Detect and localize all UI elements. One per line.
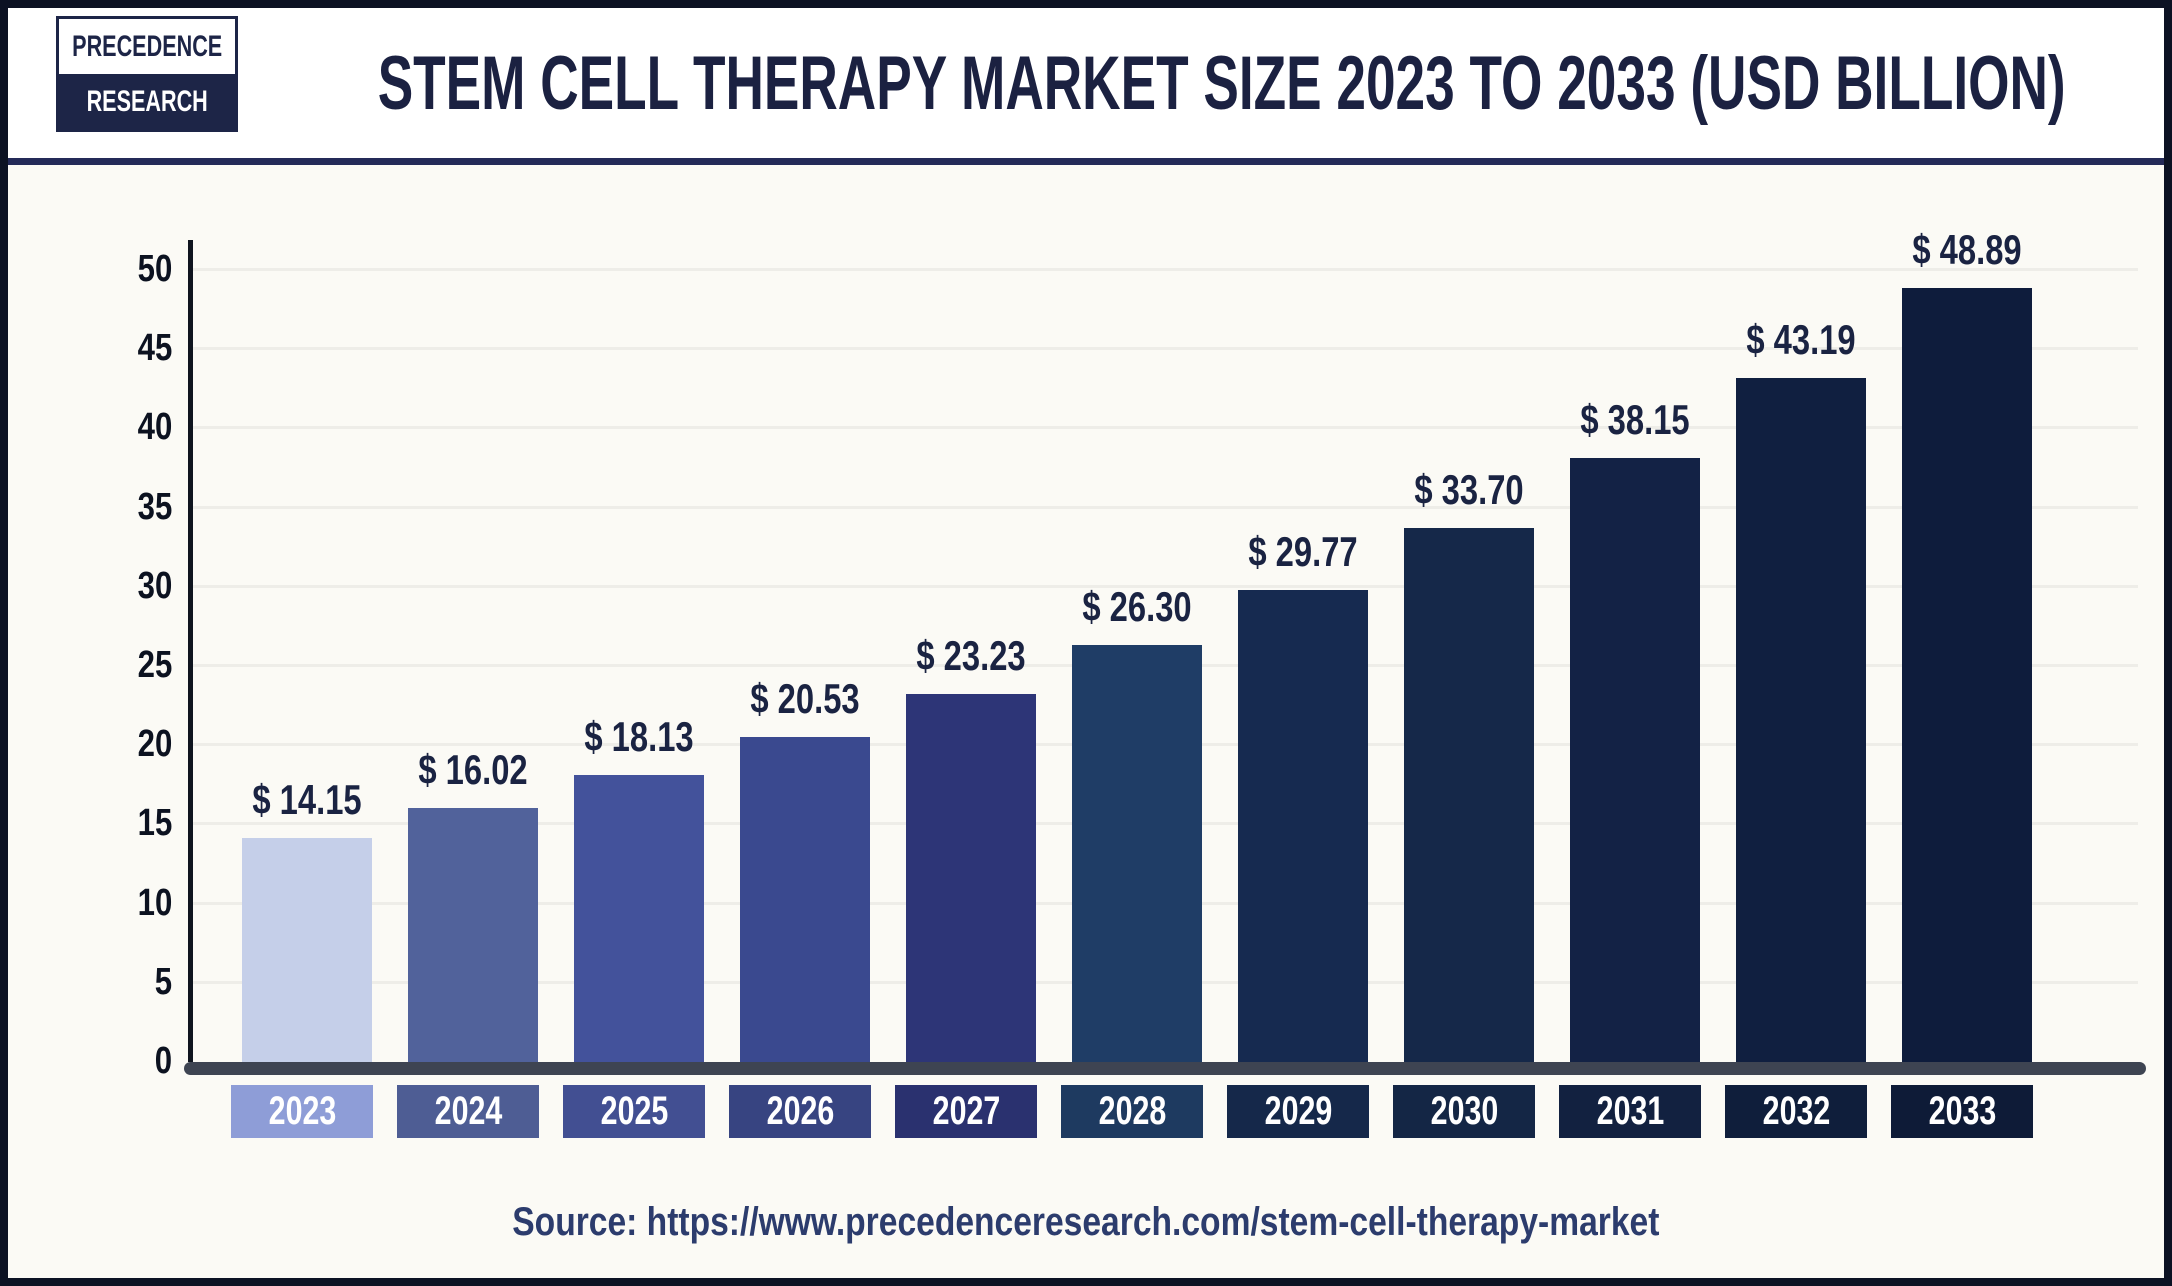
x-axis-label-2028: 2028: [1061, 1085, 1203, 1138]
y-axis-tick-label-0: 0: [154, 1040, 172, 1082]
y-axis-tick-label-25: 25: [137, 644, 172, 686]
bar-2027: $ 23.23: [906, 632, 1036, 1062]
y-axis-tick-label-10: 10: [137, 881, 172, 924]
y-axis-tick-label-5: 5: [154, 960, 172, 1003]
y-axis-tick-label-35: 35: [137, 485, 172, 528]
gridline-50: [193, 268, 2138, 271]
x-axis-label-2031: 2031: [1559, 1085, 1701, 1138]
bar-2026: $ 20.53: [740, 675, 870, 1062]
x-axis-label-text: 2029: [1264, 1089, 1332, 1133]
x-axis-label-2032: 2032: [1725, 1085, 1867, 1138]
bar-value-label-2024: $ 16.02: [418, 746, 528, 794]
x-axis-label-2029: 2029: [1227, 1085, 1369, 1138]
x-axis-label-text: 2025: [600, 1089, 668, 1133]
y-axis: 0 5 10 15 20 25 30 35 40 45 50: [8, 240, 172, 1082]
x-axis-label-text: 2030: [1430, 1089, 1498, 1133]
bar-value-label-2027: $ 23.23: [916, 632, 1026, 680]
bar-2025: $ 18.13: [574, 713, 704, 1062]
bar-2023: $ 14.15: [242, 776, 372, 1062]
gridline-30: [193, 584, 2138, 588]
x-axis-label-text: 2026: [766, 1089, 834, 1133]
x-axis-label-text: 2031: [1596, 1089, 1664, 1133]
bar-value-label-2028: $ 26.30: [1082, 583, 1192, 631]
header: PRECEDENCE RESEARCH STEM CELL THERAPY MA…: [8, 8, 2164, 158]
bar-value-label-2030: $ 33.70: [1414, 466, 1524, 514]
source-line: Source: https://www.precedenceresearch.c…: [8, 1200, 2164, 1245]
precedence-research-logo: PRECEDENCE RESEARCH: [56, 16, 238, 132]
x-axis-label-2023: 2023: [231, 1085, 373, 1138]
bar-value-label-2033: $ 48.89: [1912, 225, 2022, 273]
bar-2030: $ 33.70: [1404, 466, 1534, 1062]
y-axis-tick-label-15: 15: [137, 802, 172, 845]
x-axis-label-2025: 2025: [563, 1085, 705, 1138]
bar-2032: $ 43.19: [1736, 316, 1866, 1062]
x-axis-label-text: 2032: [1762, 1089, 1830, 1133]
x-axis-line: [184, 1062, 2146, 1075]
title-wrap: STEM CELL THERAPY MARKET SIZE 2023 TO 20…: [280, 8, 2164, 158]
x-axis-label-2026: 2026: [729, 1085, 871, 1138]
x-axis-label-text: 2028: [1098, 1089, 1166, 1133]
x-axis-label-text: 2024: [434, 1089, 502, 1133]
bar-value-label-2031: $ 38.15: [1580, 395, 1690, 443]
bar-value-label-2032: $ 43.19: [1746, 315, 1856, 363]
bar-2024: $ 16.02: [408, 746, 538, 1062]
x-axis-label-text: 2033: [1928, 1089, 1996, 1133]
gridline-35: [193, 505, 2138, 509]
x-axis-label-text: 2027: [932, 1089, 1000, 1133]
gridline-40: [193, 426, 2138, 430]
bar-2033: $ 48.89: [1902, 226, 2032, 1062]
bar-value-label-2023: $ 14.15: [252, 775, 362, 823]
header-separator: [8, 158, 2164, 165]
bar-value-label-2025: $ 18.13: [584, 712, 694, 760]
bar-value-label-2026: $ 20.53: [750, 674, 860, 722]
bar-2031: $ 38.15: [1570, 396, 1700, 1062]
y-axis-tick-label-50: 50: [137, 248, 172, 290]
bar-value-label-2029: $ 29.77: [1248, 528, 1358, 576]
x-axis-label-2030: 2030: [1393, 1085, 1535, 1138]
bar-2029: $ 29.77: [1238, 528, 1368, 1062]
chart-title: STEM CELL THERAPY MARKET SIZE 2023 TO 20…: [378, 40, 2066, 126]
gridline-45: [193, 347, 2138, 351]
y-axis-tick-label-40: 40: [137, 406, 172, 449]
x-axis-label-2033: 2033: [1891, 1085, 2033, 1138]
x-axis-label-text: 2023: [268, 1089, 336, 1133]
logo-text-research: RESEARCH: [59, 74, 235, 129]
plot-area: $ 14.15 $ 16.02 $ 18.13 $ 20.53 $ 23.23 $ 26.…: [188, 226, 2138, 1062]
y-axis-tick-label-30: 30: [137, 564, 172, 607]
y-axis-tick-label-20: 20: [137, 723, 172, 766]
x-axis-label-2027: 2027: [895, 1085, 1037, 1138]
y-axis-tick-label-45: 45: [137, 327, 172, 370]
logo-text-precedence: PRECEDENCE: [59, 19, 235, 74]
bar-2028: $ 26.30: [1072, 583, 1202, 1062]
source-text: Source: https://www.precedenceresearch.c…: [512, 1200, 1660, 1244]
x-axis-label-2024: 2024: [397, 1085, 539, 1138]
